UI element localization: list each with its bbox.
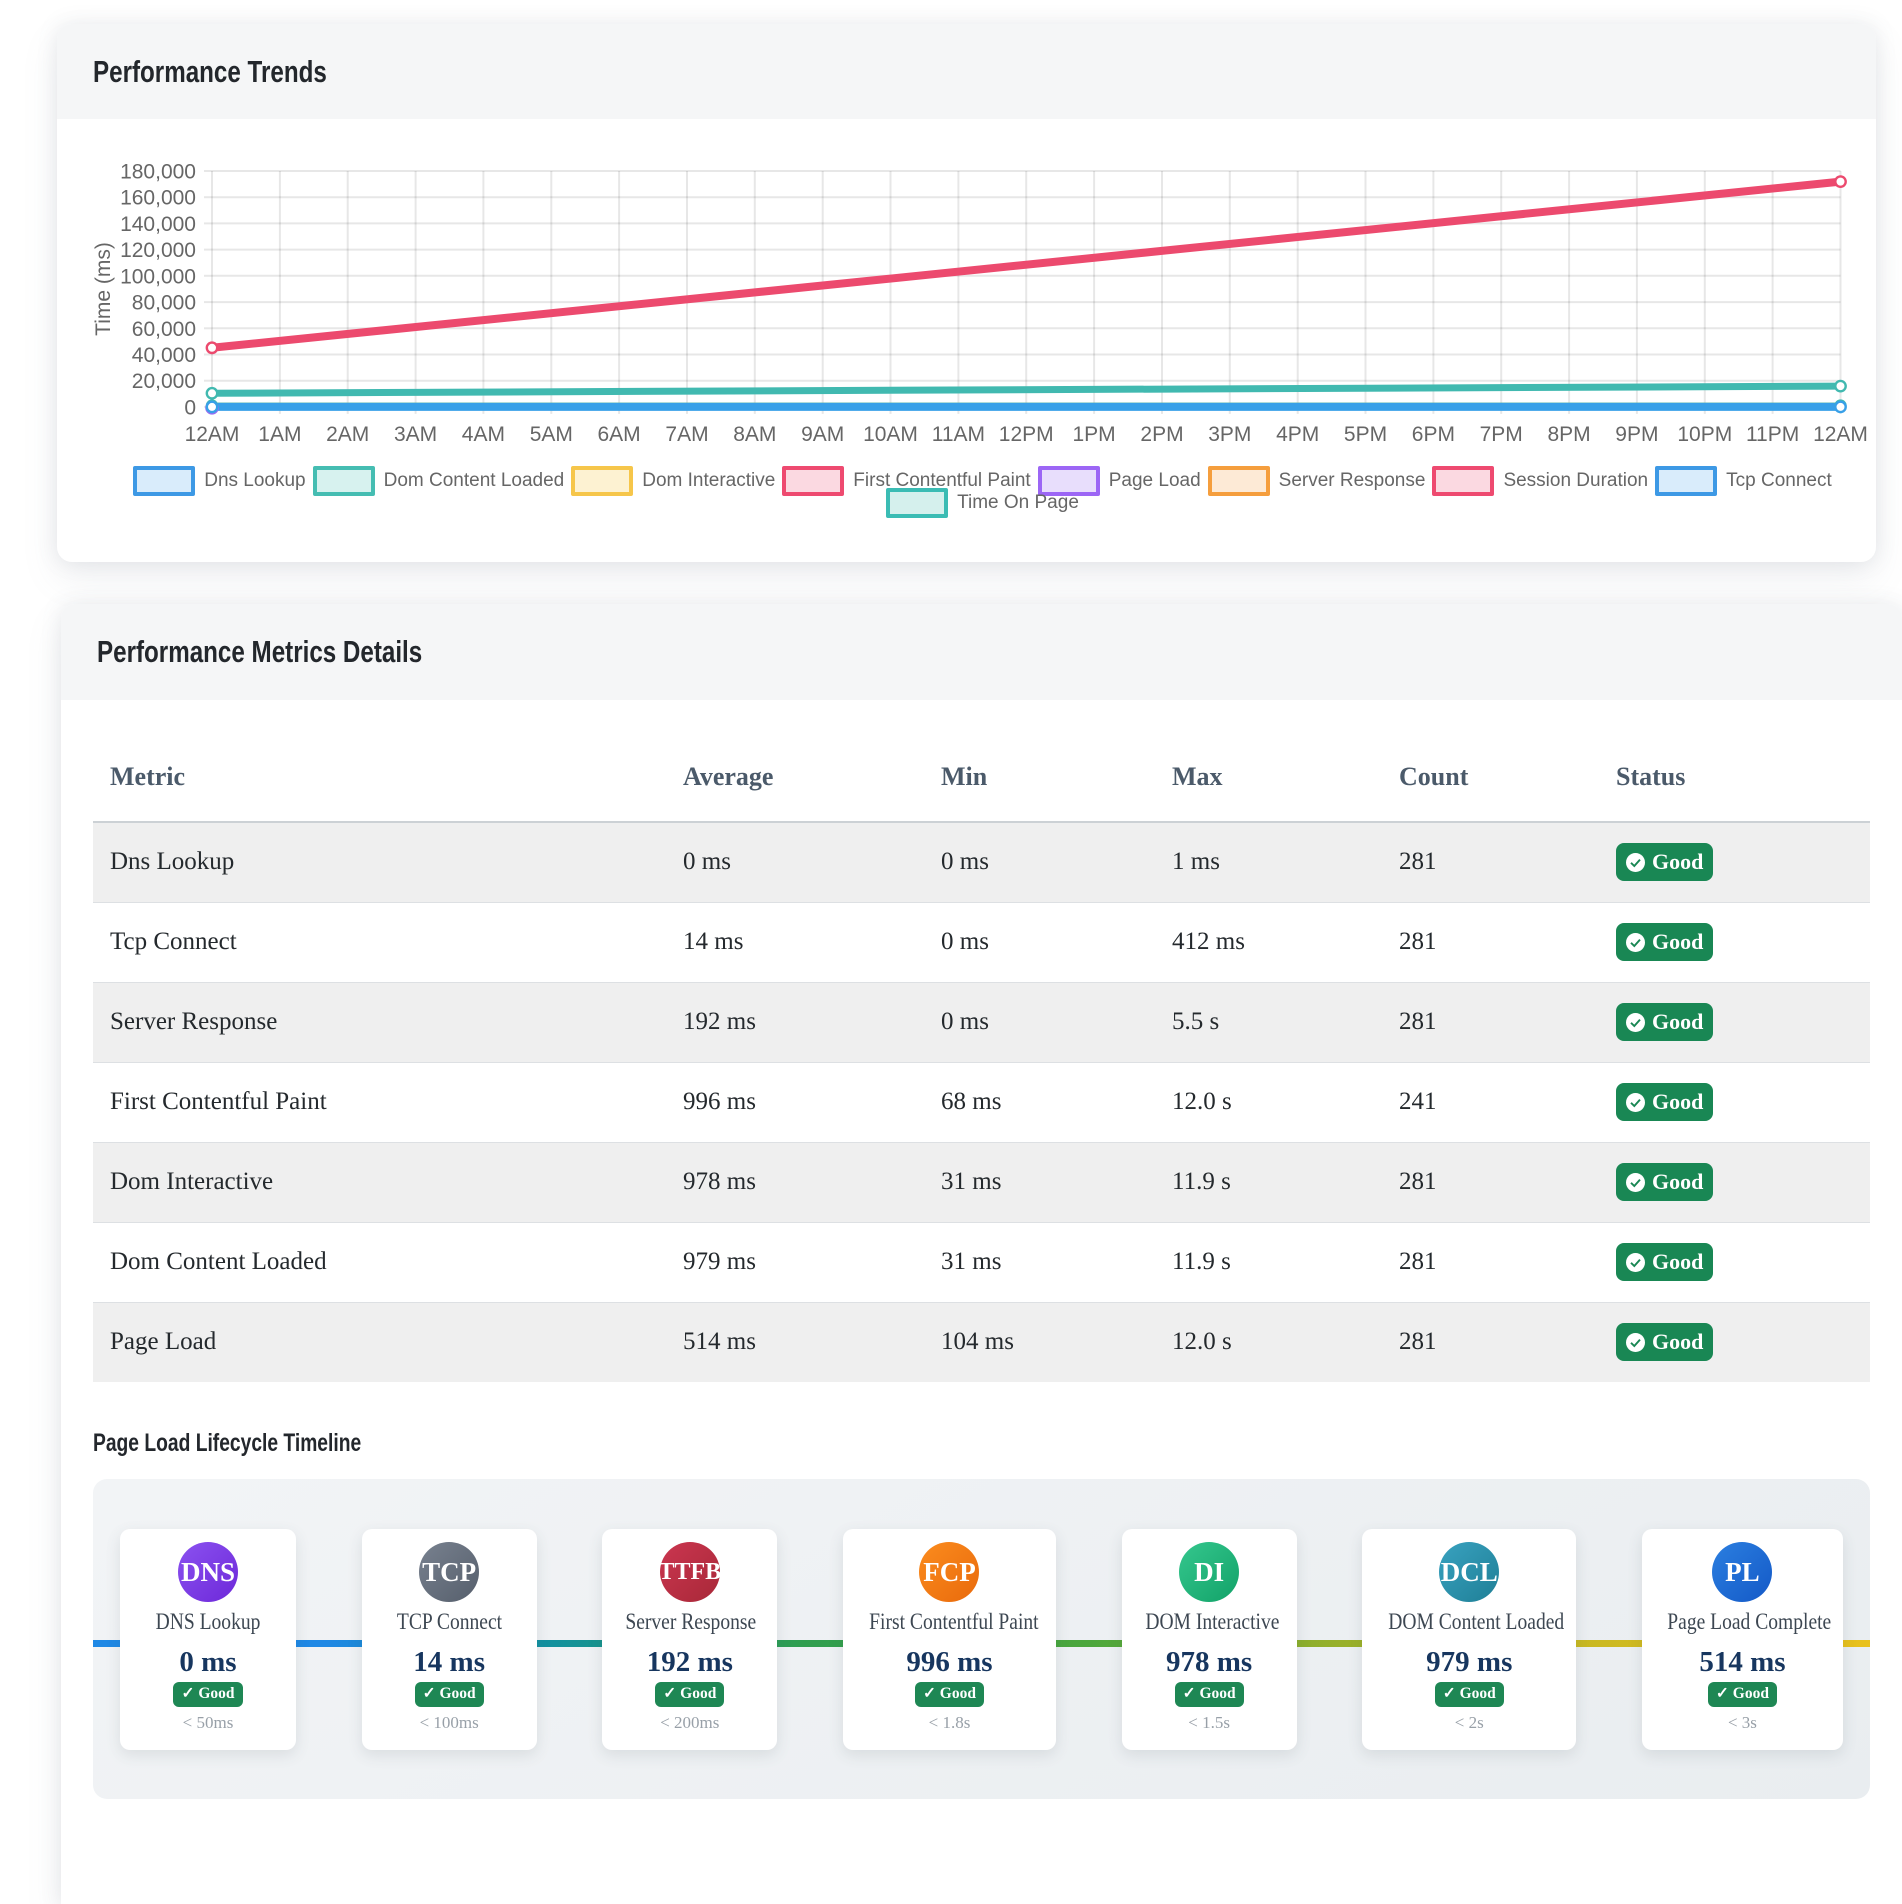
svg-text:5AM: 5AM — [530, 423, 573, 446]
svg-text:100,000: 100,000 — [120, 265, 196, 288]
svg-text:10AM: 10AM — [863, 423, 918, 446]
svg-text:11PM: 11PM — [1746, 423, 1799, 446]
svg-text:3PM: 3PM — [1208, 423, 1251, 446]
svg-text:12AM: 12AM — [1813, 423, 1868, 446]
svg-text:160,000: 160,000 — [120, 187, 196, 210]
svg-text:180,000: 180,000 — [120, 161, 196, 184]
svg-text:7PM: 7PM — [1480, 423, 1523, 446]
svg-text:1PM: 1PM — [1073, 423, 1116, 446]
svg-text:8PM: 8PM — [1548, 423, 1591, 446]
svg-text:2PM: 2PM — [1140, 423, 1183, 446]
svg-text:12AM: 12AM — [185, 423, 240, 446]
svg-text:3AM: 3AM — [394, 423, 437, 446]
svg-text:6PM: 6PM — [1412, 423, 1455, 446]
svg-text:Time (ms): Time (ms) — [92, 242, 115, 336]
svg-text:8AM: 8AM — [733, 423, 776, 446]
svg-text:6AM: 6AM — [598, 423, 641, 446]
svg-text:12PM: 12PM — [999, 423, 1054, 446]
svg-text:20,000: 20,000 — [132, 370, 196, 393]
svg-text:80,000: 80,000 — [132, 292, 196, 315]
svg-text:4PM: 4PM — [1276, 423, 1319, 446]
svg-text:9PM: 9PM — [1615, 423, 1658, 446]
svg-text:10PM: 10PM — [1677, 423, 1732, 446]
svg-text:40,000: 40,000 — [132, 344, 196, 367]
svg-text:140,000: 140,000 — [120, 213, 196, 236]
svg-text:120,000: 120,000 — [120, 239, 196, 262]
svg-text:60,000: 60,000 — [132, 318, 196, 341]
svg-text:1AM: 1AM — [258, 423, 301, 446]
svg-text:9AM: 9AM — [801, 423, 844, 446]
svg-text:2AM: 2AM — [326, 423, 369, 446]
svg-text:11AM: 11AM — [932, 423, 985, 446]
svg-text:5PM: 5PM — [1344, 423, 1387, 446]
svg-text:7AM: 7AM — [665, 423, 708, 446]
svg-text:4AM: 4AM — [462, 423, 505, 446]
svg-text:0: 0 — [184, 396, 196, 419]
